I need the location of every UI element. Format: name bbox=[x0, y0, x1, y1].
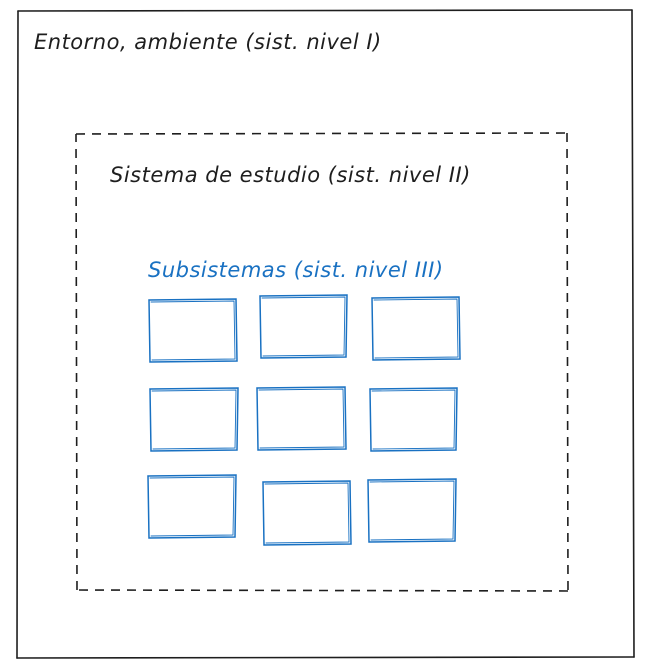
subsystem-box bbox=[147, 474, 237, 539]
study-system-label: Sistema de estudio (sist. nivel II) bbox=[110, 163, 471, 187]
subsystem-box bbox=[371, 296, 461, 361]
environment-box bbox=[16, 9, 635, 659]
environment-label: Entorno, ambiente (sist. nivel I) bbox=[34, 30, 382, 54]
subsystem-box bbox=[367, 478, 457, 543]
subsystem-box bbox=[262, 480, 352, 546]
subsystem-box bbox=[256, 386, 347, 451]
subsystem-box bbox=[148, 298, 238, 363]
study-system-box bbox=[75, 132, 569, 592]
subsystem-grid bbox=[147, 294, 461, 546]
subsystem-box bbox=[149, 387, 239, 452]
subsystem-box bbox=[259, 294, 348, 359]
subsystem-box bbox=[369, 387, 458, 452]
subsystems-label: Subsistemas (sist. nivel III) bbox=[148, 258, 444, 282]
